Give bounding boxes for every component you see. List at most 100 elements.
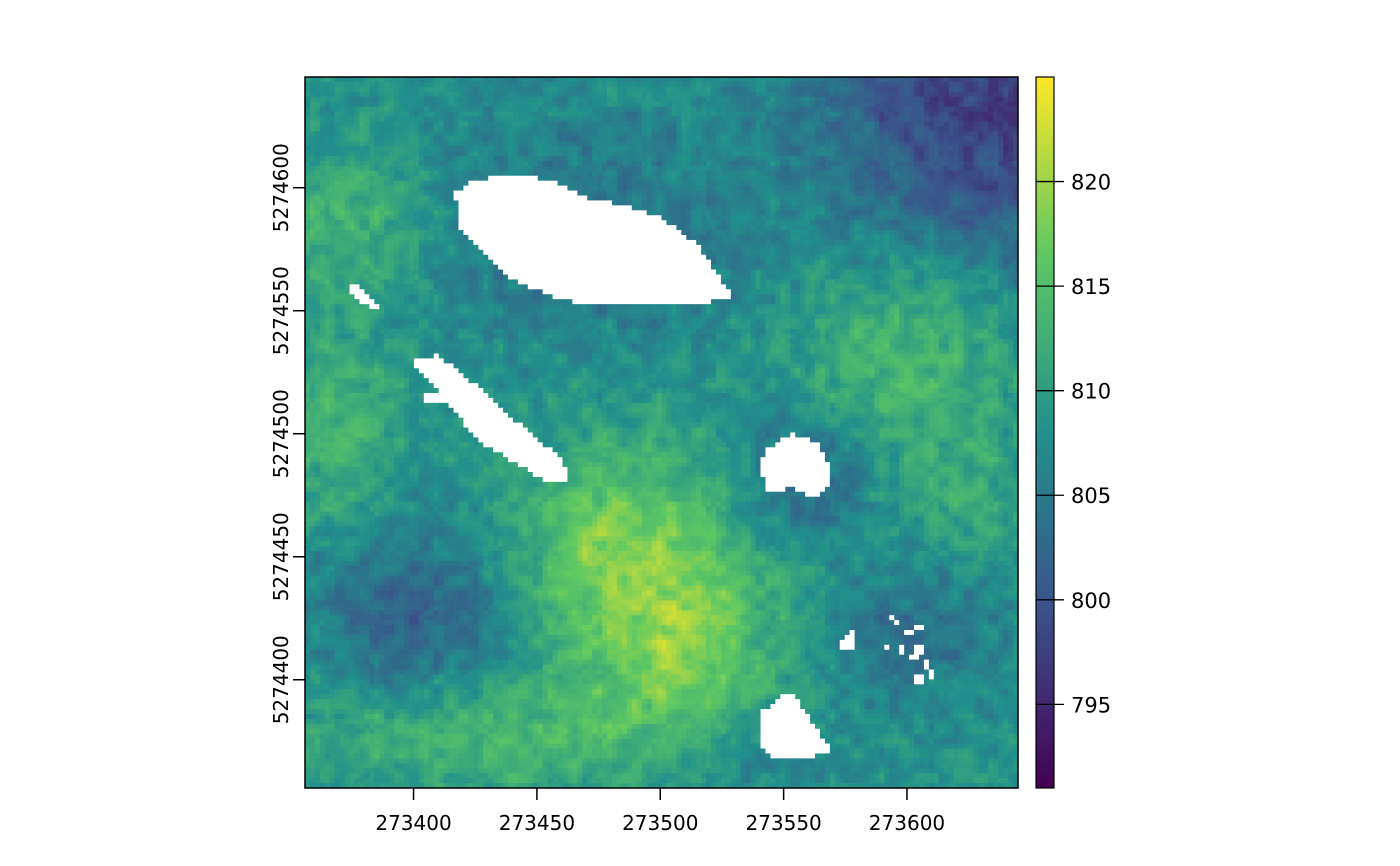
raster-cell — [953, 86, 960, 93]
raster-cell — [319, 106, 326, 113]
raster-cell — [433, 170, 440, 177]
raster-cell — [567, 215, 573, 221]
raster-cell — [1003, 225, 1009, 231]
raster-cell — [572, 81, 578, 88]
raster-cell — [983, 101, 989, 108]
raster-cell — [884, 151, 890, 157]
raster-cell — [810, 160, 816, 167]
raster-cell — [488, 106, 494, 113]
raster-cell — [493, 111, 499, 118]
raster-cell — [785, 210, 791, 216]
raster-cell — [686, 160, 692, 167]
raster-cell — [978, 116, 984, 123]
raster-cell — [537, 200, 544, 206]
raster-cell — [473, 101, 479, 108]
raster-cell — [770, 160, 776, 167]
raster-cell — [775, 180, 781, 187]
raster-cell — [691, 91, 697, 98]
raster-cell — [621, 116, 628, 123]
raster-cell — [914, 220, 920, 226]
raster-cell — [567, 239, 573, 246]
raster-cell — [800, 165, 806, 172]
raster-cell — [572, 215, 578, 221]
raster-cell — [879, 165, 885, 172]
raster-cell — [899, 230, 905, 236]
raster-cell — [433, 77, 440, 83]
raster-cell — [775, 220, 781, 226]
raster-cell — [374, 141, 380, 147]
raster-cell — [478, 239, 484, 246]
raster-cell — [904, 190, 910, 197]
raster-cell — [715, 141, 722, 147]
raster-cell — [562, 215, 569, 221]
raster-cell — [522, 81, 529, 88]
raster-cell — [458, 165, 465, 172]
raster-cell — [572, 225, 578, 231]
raster-cell — [394, 160, 400, 167]
raster-cell — [468, 220, 474, 226]
raster-cell — [706, 160, 712, 167]
raster-cell — [765, 77, 772, 83]
raster-cell — [572, 131, 578, 137]
raster-cell — [483, 101, 489, 108]
raster-cell — [423, 195, 430, 202]
raster-cell — [819, 225, 826, 231]
raster-cell — [844, 230, 851, 236]
raster-cell — [715, 81, 722, 88]
raster-cell — [498, 210, 504, 216]
raster-cell — [923, 175, 930, 182]
raster-cell — [715, 156, 722, 162]
raster-cell — [339, 96, 346, 103]
raster-cell — [706, 180, 712, 187]
raster-cell — [314, 101, 321, 108]
raster-cell — [834, 195, 841, 202]
raster-cell — [636, 195, 643, 202]
raster-cell — [998, 170, 1004, 177]
raster-cell — [735, 210, 742, 216]
raster-cell — [621, 101, 628, 108]
raster-cell — [914, 230, 920, 236]
raster-cell — [305, 96, 311, 103]
raster-cell — [428, 220, 435, 226]
raster-cell — [404, 96, 410, 103]
raster-cell — [324, 195, 331, 202]
raster-cell — [542, 131, 549, 137]
raster-cell — [790, 239, 796, 246]
raster-cell — [369, 86, 375, 93]
raster-cell — [696, 106, 702, 113]
raster-cell — [522, 106, 529, 113]
raster-cell — [889, 151, 895, 157]
raster-cell — [740, 190, 747, 197]
raster-cell — [423, 230, 430, 236]
raster-cell — [914, 175, 920, 182]
raster-cell — [696, 116, 702, 123]
raster-cell — [626, 81, 633, 88]
raster-cell — [453, 235, 460, 241]
raster-cell — [389, 210, 395, 216]
raster-cell — [557, 205, 564, 211]
raster-cell — [948, 210, 955, 216]
raster-cell — [448, 210, 455, 216]
raster-cell — [923, 77, 930, 83]
raster-cell — [493, 156, 499, 162]
raster-cell — [968, 160, 975, 167]
raster-cell — [537, 96, 544, 103]
raster-cell — [884, 131, 890, 137]
raster-cell — [800, 96, 806, 103]
raster-cell — [394, 151, 400, 157]
raster-cell — [958, 151, 965, 157]
raster-cell — [814, 91, 821, 98]
raster-cell — [696, 180, 702, 187]
raster-cell — [735, 131, 742, 137]
raster-cell — [582, 225, 588, 231]
raster-cell — [864, 136, 871, 142]
raster-cell — [894, 86, 900, 93]
raster-cell — [904, 200, 910, 206]
raster-cell — [359, 225, 366, 231]
raster-cell — [814, 190, 821, 197]
raster-cell — [814, 195, 821, 202]
raster-cell — [864, 205, 871, 211]
raster-cell — [344, 190, 351, 197]
raster-cell — [473, 106, 479, 113]
raster-cell — [641, 210, 648, 216]
